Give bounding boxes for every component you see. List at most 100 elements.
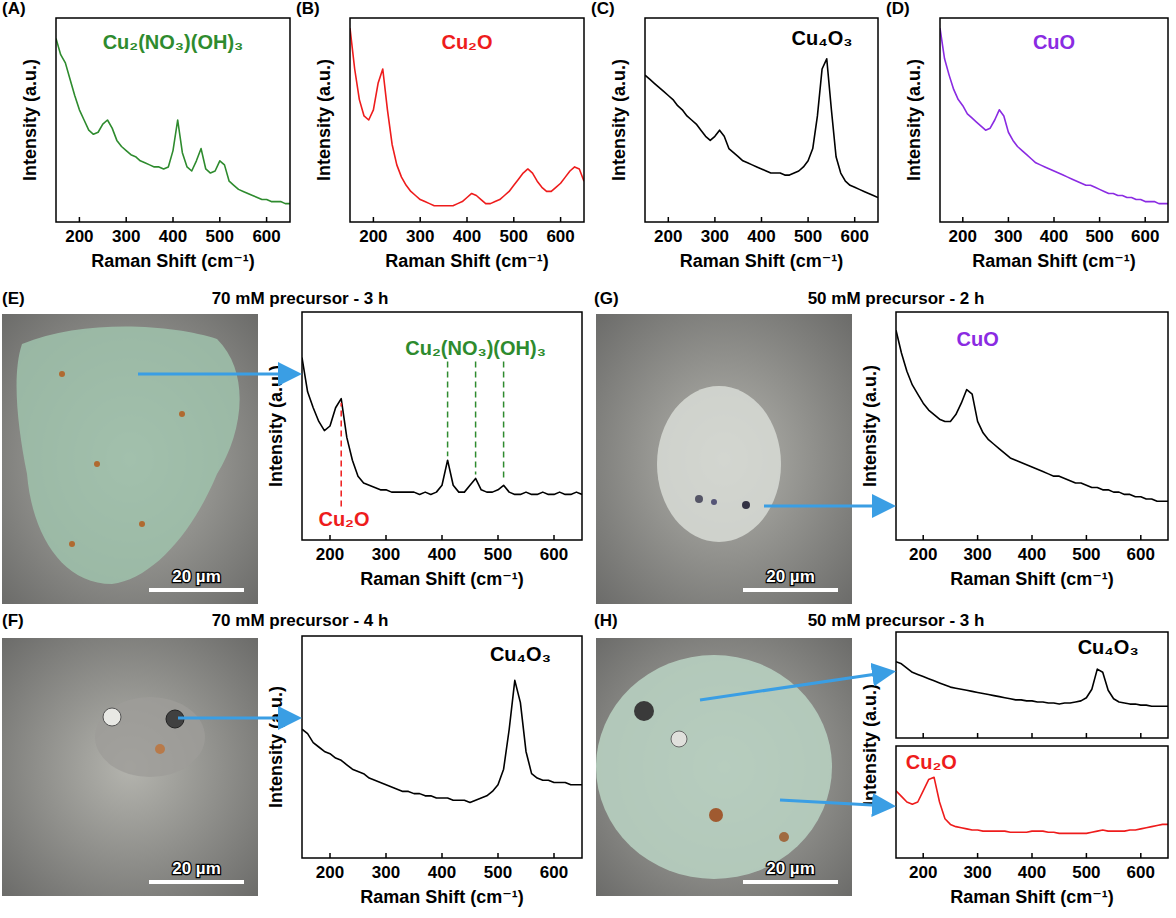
plot-frame bbox=[645, 18, 878, 222]
x-tick bbox=[1053, 217, 1055, 222]
phase-label: CuO bbox=[956, 328, 998, 350]
scale-bar-label: 20 µm bbox=[766, 567, 815, 586]
x-axis-title: Raman Shift (cm⁻¹) bbox=[972, 251, 1136, 271]
scale-bar-label: 20 µm bbox=[172, 859, 221, 878]
x-tick bbox=[513, 217, 515, 222]
x-tick bbox=[977, 733, 979, 738]
pointer-arrow bbox=[138, 373, 296, 376]
phase-label: Cu₄O₃ bbox=[1078, 636, 1139, 658]
plot-area bbox=[940, 28, 1168, 203]
micrograph: 20 µm bbox=[2, 314, 258, 604]
spectrum-line bbox=[896, 777, 1168, 833]
particle bbox=[657, 386, 781, 542]
x-tick bbox=[497, 853, 499, 858]
x-tick bbox=[977, 853, 979, 858]
x-tick bbox=[977, 535, 979, 540]
particle-spot bbox=[103, 708, 121, 726]
panel-letter: (G) bbox=[594, 289, 619, 308]
x-tick-label: 400 bbox=[453, 227, 481, 246]
x-tick bbox=[125, 217, 127, 222]
figure: 200 300 400 500 600 Raman Shift (cm⁻¹) Intensi… bbox=[0, 0, 1176, 918]
scale-bar bbox=[149, 588, 244, 592]
x-tick bbox=[761, 217, 763, 222]
scale-bar bbox=[743, 880, 838, 884]
phase-label: Cu₂O bbox=[906, 751, 957, 773]
x-tick-label: 300 bbox=[372, 863, 400, 882]
x-tick bbox=[219, 217, 221, 222]
plot-frame bbox=[350, 18, 584, 222]
y-axis-title: Intensity (a.u.) bbox=[860, 684, 880, 806]
y-axis-title: Intensity (a.u.) bbox=[860, 365, 880, 487]
particle-spot bbox=[69, 541, 75, 547]
x-tick-label: 400 bbox=[1040, 227, 1068, 246]
plot-area bbox=[302, 358, 582, 495]
particle bbox=[596, 655, 832, 879]
y-axis-title: Intensity (a.u.) bbox=[904, 59, 924, 181]
x-tick bbox=[854, 217, 856, 222]
x-tick-label: 300 bbox=[963, 863, 991, 882]
x-tick bbox=[1140, 853, 1142, 858]
x-tick-label: 600 bbox=[1127, 545, 1155, 564]
particle-spot bbox=[634, 701, 654, 721]
peak-marker bbox=[447, 361, 449, 456]
pointer-arrow bbox=[700, 672, 890, 700]
spectrum-line bbox=[350, 28, 584, 205]
phase-label: CuO bbox=[1033, 31, 1075, 53]
x-tick-label: 200 bbox=[316, 863, 344, 882]
x-tick bbox=[714, 217, 716, 222]
plot-frame bbox=[896, 746, 1168, 858]
x-tick bbox=[1031, 535, 1033, 540]
plot-frame bbox=[56, 18, 290, 222]
x-tick bbox=[807, 217, 809, 222]
plot-area bbox=[56, 38, 290, 203]
panel-letter: (E) bbox=[2, 289, 25, 308]
x-tick bbox=[1144, 217, 1146, 222]
x-tick-label: 400 bbox=[1018, 545, 1046, 564]
x-axis-title: Raman Shift (cm⁻¹) bbox=[360, 887, 524, 907]
spectrum-line bbox=[940, 28, 1168, 203]
micrograph-background bbox=[2, 314, 258, 604]
panel-title: 50 mM precursor - 2 h bbox=[808, 289, 985, 308]
particle-spot bbox=[709, 808, 723, 822]
phase-label: Cu₄O₃ bbox=[792, 27, 853, 49]
x-tick-label: 300 bbox=[372, 545, 400, 564]
x-tick-label: 200 bbox=[654, 227, 682, 246]
x-tick-label: 500 bbox=[1072, 863, 1100, 882]
chart-panel: 200300400500600Raman Shift (cm⁻¹)Intensi… bbox=[860, 684, 1168, 907]
particle-spot bbox=[695, 495, 703, 503]
x-tick bbox=[266, 217, 268, 222]
x-axis-title: Raman Shift (cm⁻¹) bbox=[950, 569, 1114, 589]
x-tick-label: 500 bbox=[1085, 227, 1113, 246]
micrograph-background bbox=[2, 638, 258, 896]
x-tick-label: 400 bbox=[1018, 863, 1046, 882]
x-tick bbox=[1086, 733, 1088, 738]
x-tick bbox=[385, 535, 387, 540]
x-tick-label: 500 bbox=[484, 545, 512, 564]
particle-spot bbox=[139, 521, 145, 527]
x-tick-label: 200 bbox=[65, 227, 93, 246]
x-tick-label: 500 bbox=[1072, 545, 1100, 564]
particle-spot bbox=[711, 499, 717, 505]
x-tick-label: 300 bbox=[994, 227, 1022, 246]
x-tick bbox=[1008, 217, 1010, 222]
phase-label: Cu₄O₃ bbox=[490, 643, 551, 665]
x-tick-label: 600 bbox=[540, 863, 568, 882]
plot-frame bbox=[896, 312, 1168, 540]
peak-marker bbox=[340, 403, 342, 507]
plot-frame bbox=[302, 636, 582, 858]
x-tick-label: 200 bbox=[909, 863, 937, 882]
x-tick-label: 300 bbox=[406, 227, 434, 246]
y-axis-title: Intensity (a.u.) bbox=[266, 365, 286, 487]
x-tick-label: 400 bbox=[428, 863, 456, 882]
chart-panel: 200300400500600Raman Shift (cm⁻¹)Intensi… bbox=[314, 18, 584, 271]
x-tick bbox=[172, 217, 174, 222]
plot-area bbox=[896, 662, 1168, 707]
x-axis-title: Raman Shift (cm⁻¹) bbox=[680, 251, 844, 271]
x-tick bbox=[441, 853, 443, 858]
pointer-arrow bbox=[764, 505, 890, 508]
x-tick-label: 500 bbox=[794, 227, 822, 246]
plot-frame bbox=[302, 312, 582, 540]
x-tick bbox=[419, 217, 421, 222]
y-axis-title: Intensity (a.u.) bbox=[314, 59, 334, 181]
x-axis-title: Raman Shift (cm⁻¹) bbox=[950, 887, 1114, 907]
